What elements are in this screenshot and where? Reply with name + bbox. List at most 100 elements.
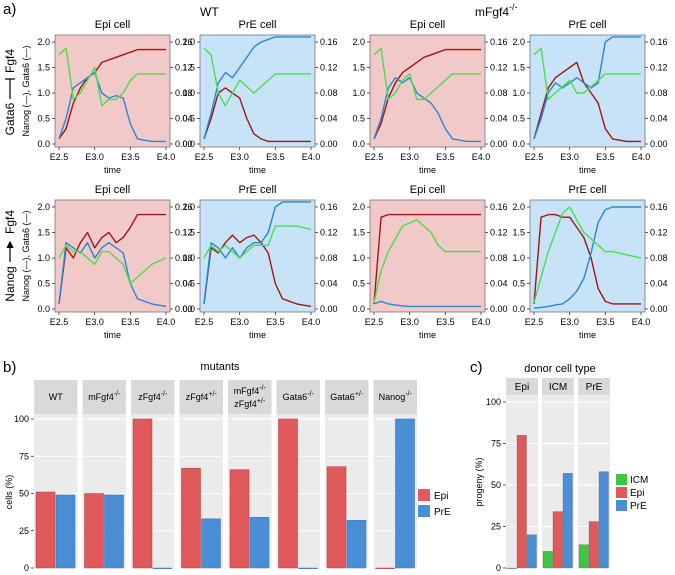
x-tick-label: E4.0 (302, 317, 321, 327)
facet-3: zFgf4-/- (131, 380, 175, 569)
right-tick-label: 0.08 (490, 88, 508, 98)
legend-label-epi: Epi (434, 491, 448, 502)
facet-strip (228, 380, 272, 414)
x-tick-label: E2.5 (525, 317, 544, 327)
x-tick-label: E4.0 (632, 317, 651, 327)
series-gata6 (533, 206, 641, 309)
facet-label-base: Gata6 (283, 392, 308, 402)
plot-background (199, 199, 316, 313)
facet-label: mFgf4-/- (234, 385, 267, 396)
bar-icm (578, 544, 589, 569)
facet-label-sup: -/- (405, 391, 412, 398)
facet-4: zFgf4+/- (179, 380, 223, 569)
x-tick-label: E3.5 (121, 317, 140, 327)
left-tick-label: 1.0 (182, 88, 195, 98)
x-tick-label: E3.0 (560, 317, 579, 327)
right-tick-label: 0.04 (650, 279, 668, 289)
facet-label: mFgf4-/- (88, 391, 121, 402)
x-axis-label: time (419, 330, 436, 340)
right-tick-label: 0.12 (175, 63, 193, 73)
left-axis-title: Nanog (—), Gata6 (—) (21, 210, 31, 301)
facet-label: Gata6-/- (283, 391, 315, 402)
x-axis-label: time (249, 330, 266, 340)
x-tick-label: E2.5 (195, 317, 214, 327)
right-tick-label: 0.08 (175, 253, 193, 263)
legend-label-pre: PrE (434, 507, 451, 518)
left-tick-label: 1.0 (352, 253, 365, 263)
series-gata6 (203, 36, 311, 140)
x-tick-label: E3.5 (266, 152, 285, 162)
bar-pre (201, 518, 221, 569)
line-chart-4: PrE cell 0.0 0.5 1.0 1.5 2.0 0.00 0.04 0.08 0.12 0… (512, 19, 668, 175)
left-tick-label: 1.0 (37, 253, 50, 263)
x-tick-label: E3.0 (400, 317, 419, 327)
left-tick-label: 2.0 (37, 202, 50, 212)
x-tick-label: E2.5 (365, 317, 384, 327)
series-fgf4 (373, 219, 481, 303)
bar-epi (132, 418, 153, 569)
y-axis-title: progeny (%) (474, 457, 484, 506)
series-gata6 (58, 241, 167, 308)
x-tick-label: E3.5 (436, 317, 455, 327)
facet-label-line2-sup: +/- (257, 398, 266, 405)
series-gata6 (373, 300, 481, 308)
left-tick-label: 1.5 (182, 63, 195, 73)
y-tick-label: 25 (491, 522, 501, 532)
series-nanog (203, 87, 311, 143)
left-tick-label: 2.0 (512, 37, 525, 47)
facet-label: Gata6+/- (330, 391, 364, 402)
facet-8: Nanog-/- (373, 380, 417, 569)
right-tick-label: 0.12 (650, 228, 668, 238)
right-tick-label: 0.12 (320, 63, 338, 73)
x-axis-label: time (419, 165, 436, 175)
bar-epi (229, 469, 250, 569)
right-tick-label: 0.00 (320, 139, 338, 149)
left-tick-label: 2.0 (182, 202, 195, 212)
bar-epi (588, 521, 599, 569)
left-tick-label: 1.5 (352, 63, 365, 73)
facet-label-base: mFgf4 (88, 392, 114, 402)
condition-wt-label: WT (200, 5, 219, 19)
right-tick-label: 0.08 (650, 253, 668, 263)
plot-background (369, 199, 486, 313)
x-tick-label: E3.5 (596, 317, 615, 327)
right-tick-label: 0.08 (320, 253, 338, 263)
left-tick-label: 0.5 (512, 279, 525, 289)
chart-title: PrE cell (569, 184, 607, 196)
x-tick-label: E3.0 (85, 317, 104, 327)
line-chart-3: Epi cell 0.0 0.5 1.0 1.5 2.0 0.00 0.04 0.08 0.12 0… (352, 19, 507, 175)
legend-label-icm: ICM (630, 475, 648, 486)
x-axis-label: time (104, 330, 121, 340)
facet-label-base: Gata6 (330, 392, 355, 402)
right-tick-label: 0.04 (175, 114, 193, 124)
facet-label: ICM (549, 382, 567, 393)
right-tick-label: 0.00 (175, 139, 193, 149)
facet-strip (276, 380, 320, 414)
right-tick-label: 0.08 (650, 88, 668, 98)
bar-icm (506, 567, 517, 569)
panel-a-line-charts: Epi cell 0.0 0.5 1.0 1.5 2.0 0.00 0.04 0.08 0.12 0… (21, 19, 668, 340)
facet-label: zFgf4+/- (186, 391, 218, 402)
bar-pre (562, 473, 573, 569)
left-tick-label: 1.5 (352, 228, 365, 238)
series-nanog (533, 213, 641, 305)
x-tick-label: E4.0 (472, 317, 491, 327)
left-tick-label: 0.0 (512, 304, 525, 314)
right-tick-label: 0.16 (490, 37, 508, 47)
bar-epi (516, 435, 527, 569)
legend-label-epi: Epi (630, 488, 644, 499)
right-tick-label: 0.04 (490, 114, 508, 124)
left-tick-label: 1.0 (37, 88, 50, 98)
panel-b-title: mutants (200, 361, 240, 373)
legend-swatch-epi (418, 489, 430, 501)
right-tick-label: 0.00 (320, 304, 338, 314)
chart-title: PrE cell (239, 184, 277, 196)
left-tick-label: 0.0 (352, 304, 365, 314)
facet-label-sup: +/- (208, 391, 217, 398)
right-tick-label: 0.08 (320, 88, 338, 98)
x-tick-label: E3.0 (85, 152, 104, 162)
plot-background (369, 34, 486, 148)
bar-pre (346, 520, 367, 569)
x-tick-label: E4.0 (157, 317, 176, 327)
